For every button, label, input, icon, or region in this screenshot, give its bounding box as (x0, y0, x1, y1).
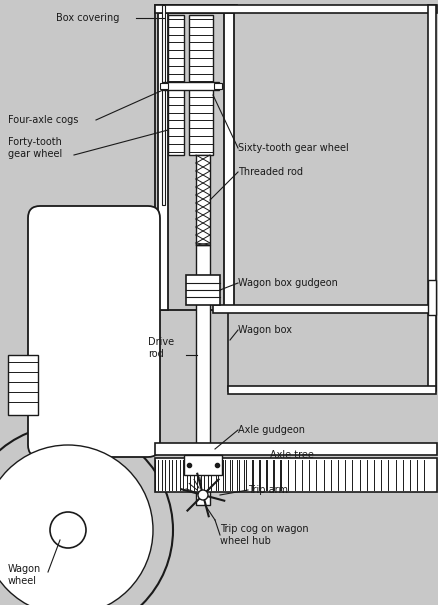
Bar (195, 155, 209, 245)
FancyBboxPatch shape (28, 206, 159, 457)
Bar (155, 5, 436, 13)
Bar (213, 83, 222, 89)
Text: Trip arm: Trip arm (247, 485, 287, 495)
Bar (155, 443, 436, 455)
Bar (162, 13, 430, 305)
Bar (184, 455, 222, 475)
Bar (168, 15, 184, 155)
Bar (8, 355, 38, 415)
Bar (158, 5, 168, 310)
Text: Drive
rod: Drive rod (148, 337, 174, 359)
Bar (227, 305, 435, 391)
Bar (162, 5, 165, 205)
Circle shape (0, 445, 153, 605)
Text: Trip cog on wagon
wheel hub: Trip cog on wagon wheel hub (219, 524, 308, 546)
Text: Axle gudgeon: Axle gudgeon (237, 425, 304, 435)
Text: Sixty-tooth gear wheel: Sixty-tooth gear wheel (237, 143, 348, 153)
Circle shape (50, 512, 86, 548)
Bar (227, 386, 435, 394)
Text: Wagon
wheel: Wagon wheel (8, 564, 41, 586)
Text: Axle tree: Axle tree (269, 450, 313, 460)
Bar (195, 245, 209, 505)
Bar (212, 305, 435, 313)
Circle shape (198, 490, 208, 500)
Bar (223, 5, 233, 310)
Text: Wagon box: Wagon box (237, 325, 291, 335)
Bar (155, 5, 237, 310)
Bar (158, 5, 233, 13)
Text: Box covering: Box covering (56, 13, 119, 23)
Bar (189, 15, 212, 155)
Text: Wagon box gudgeon: Wagon box gudgeon (237, 278, 337, 288)
Text: Threaded rod: Threaded rod (237, 167, 302, 177)
Bar (186, 275, 219, 305)
Circle shape (0, 425, 173, 605)
Bar (159, 83, 168, 89)
Bar (427, 280, 435, 315)
Text: Four-axle cogs: Four-axle cogs (8, 115, 78, 125)
Text: Forty-tooth
gear wheel: Forty-tooth gear wheel (8, 137, 62, 159)
Bar (427, 5, 435, 390)
Bar (155, 458, 436, 492)
Bar (162, 82, 219, 90)
